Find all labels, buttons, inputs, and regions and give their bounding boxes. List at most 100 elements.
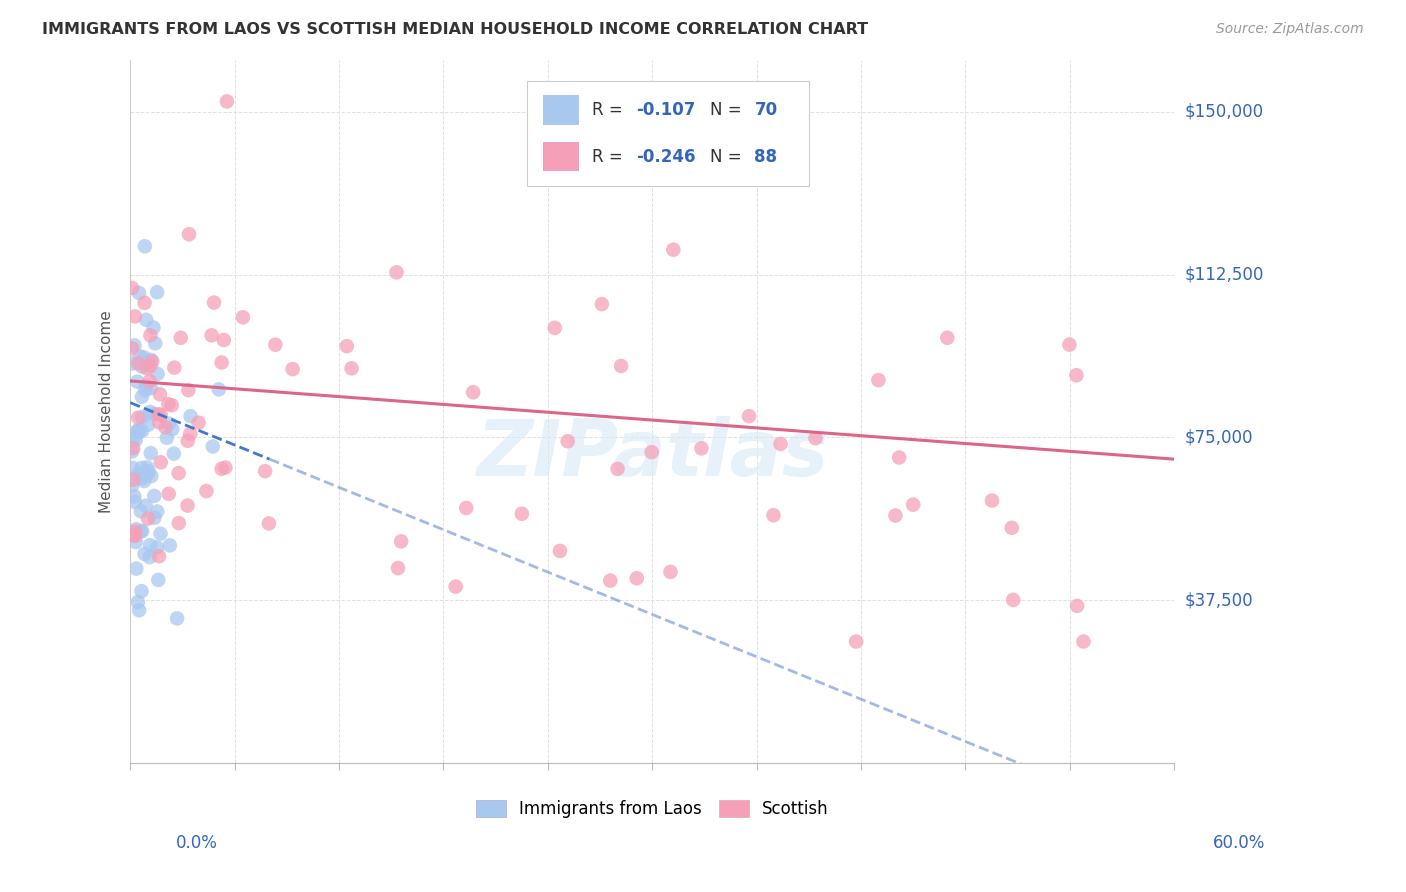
- Point: [132, 351, 155, 365]
- Point: [804, 431, 827, 445]
- Point: [139, 352, 162, 367]
- Point: [131, 390, 153, 404]
- Point: [139, 538, 162, 552]
- Point: [157, 397, 180, 411]
- Text: 70: 70: [755, 102, 778, 120]
- Point: [884, 508, 907, 523]
- Point: [1059, 337, 1081, 351]
- Point: [138, 550, 160, 565]
- Point: [135, 361, 157, 376]
- Point: [127, 467, 149, 482]
- Text: ZIPatlas: ZIPatlas: [477, 416, 828, 491]
- Point: [131, 471, 153, 485]
- Text: -0.246: -0.246: [637, 148, 696, 166]
- Legend: Immigrants from Laos, Scottish: Immigrants from Laos, Scottish: [470, 794, 835, 825]
- Point: [211, 355, 233, 369]
- Point: [845, 634, 868, 648]
- Point: [163, 360, 186, 375]
- Point: [177, 383, 200, 397]
- Point: [124, 524, 146, 539]
- Point: [127, 424, 149, 438]
- Point: [177, 434, 200, 448]
- Point: [201, 440, 224, 454]
- Point: [124, 529, 146, 543]
- Point: [139, 405, 162, 419]
- Point: [141, 469, 163, 483]
- Point: [591, 297, 613, 311]
- Text: 60.0%: 60.0%: [1213, 834, 1265, 852]
- Point: [659, 565, 682, 579]
- Point: [124, 338, 146, 352]
- Point: [121, 444, 143, 458]
- Point: [444, 580, 467, 594]
- Point: [214, 460, 236, 475]
- Point: [134, 547, 156, 561]
- Point: [134, 239, 156, 253]
- Point: [215, 95, 238, 109]
- Point: [139, 381, 162, 395]
- Point: [232, 310, 254, 325]
- Point: [456, 500, 478, 515]
- Point: [148, 407, 170, 421]
- Point: [146, 367, 169, 381]
- Point: [122, 356, 145, 370]
- Point: [128, 285, 150, 300]
- Point: [149, 455, 172, 469]
- Point: [387, 561, 409, 575]
- Point: [201, 328, 224, 343]
- Point: [143, 510, 166, 524]
- Point: [141, 354, 163, 368]
- Point: [131, 524, 153, 538]
- Point: [148, 573, 170, 587]
- Point: [264, 337, 287, 351]
- Point: [149, 526, 172, 541]
- Point: [124, 310, 146, 324]
- Point: [121, 478, 143, 492]
- Point: [156, 431, 179, 445]
- Point: [131, 424, 153, 438]
- Text: 88: 88: [755, 148, 778, 166]
- Point: [1001, 521, 1024, 535]
- Point: [157, 487, 180, 501]
- Point: [134, 296, 156, 310]
- Point: [135, 468, 157, 483]
- Point: [162, 422, 184, 436]
- Point: [179, 426, 201, 441]
- Point: [159, 538, 181, 552]
- Point: [544, 321, 567, 335]
- Point: [125, 433, 148, 447]
- Point: [155, 420, 177, 434]
- Point: [936, 331, 959, 345]
- Point: [122, 473, 145, 487]
- Point: [124, 489, 146, 503]
- Point: [769, 437, 792, 451]
- Point: [122, 441, 145, 455]
- Point: [662, 243, 685, 257]
- Point: [143, 489, 166, 503]
- Point: [738, 409, 761, 424]
- Point: [170, 331, 193, 345]
- Point: [121, 341, 143, 355]
- Text: $150,000: $150,000: [1185, 103, 1264, 120]
- Point: [149, 387, 172, 401]
- Point: [139, 328, 162, 343]
- Point: [132, 474, 155, 488]
- Point: [257, 516, 280, 531]
- Text: Source: ZipAtlas.com: Source: ZipAtlas.com: [1216, 22, 1364, 37]
- Point: [610, 359, 633, 373]
- Point: [1066, 368, 1088, 383]
- Point: [167, 516, 190, 530]
- Point: [121, 460, 143, 475]
- Point: [163, 447, 186, 461]
- Point: [336, 339, 359, 353]
- Point: [131, 461, 153, 475]
- Point: [149, 408, 172, 422]
- Point: [212, 333, 235, 347]
- Point: [122, 433, 145, 447]
- Point: [138, 464, 160, 478]
- Point: [1066, 599, 1088, 613]
- Point: [187, 416, 209, 430]
- Point: [127, 425, 149, 439]
- Point: [121, 281, 143, 295]
- Point: [138, 374, 160, 388]
